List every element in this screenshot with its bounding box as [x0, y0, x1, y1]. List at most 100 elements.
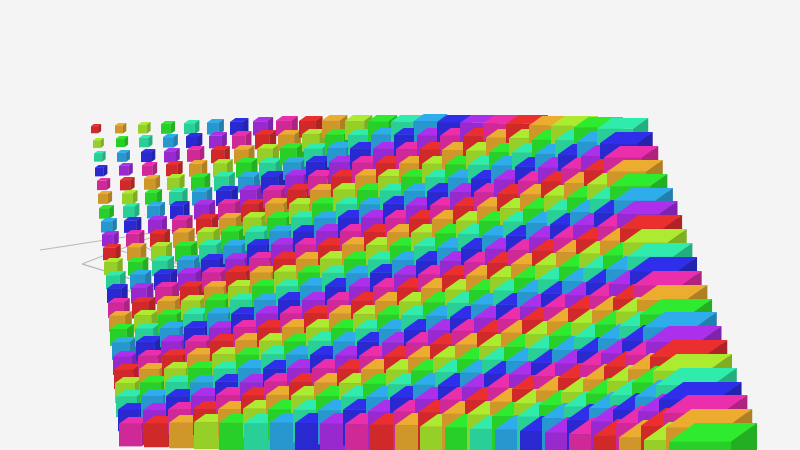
cube-face: [122, 123, 126, 134]
cube-face: [146, 205, 160, 219]
cube-face: [121, 189, 138, 194]
cube-face: [156, 295, 183, 301]
cube-face: [121, 193, 133, 205]
cube-face: [102, 151, 106, 162]
cube-marker: [101, 231, 119, 247]
cube-face: [117, 149, 131, 153]
cube-marker: [114, 123, 126, 134]
cube-face: [164, 147, 180, 151]
cube-face: [145, 188, 163, 193]
cube-face: [118, 166, 129, 176]
cube-face: [182, 308, 211, 315]
cube-face: [245, 131, 252, 150]
cube-face: [99, 204, 115, 208]
cube-face: [184, 321, 214, 328]
cube-marker: [210, 145, 230, 163]
cube-face: [669, 423, 758, 442]
cube-face: [100, 221, 112, 233]
cube-face: [127, 243, 147, 248]
cube-face: [173, 134, 178, 148]
cube-face: [665, 409, 752, 428]
cube-face: [162, 137, 174, 148]
cube-marker: [117, 149, 131, 162]
cube-face: [95, 164, 108, 168]
cube-face: [345, 114, 373, 121]
cube-face: [118, 163, 133, 167]
cube-face: [145, 192, 158, 205]
cube-face: [181, 294, 209, 301]
cube-face: [170, 120, 175, 134]
cube-face: [115, 377, 144, 384]
cube-face: [276, 116, 299, 121]
cube-face: [613, 187, 673, 200]
cube-marker: [94, 151, 106, 162]
cube-face: [153, 162, 158, 176]
cube-face: [128, 256, 149, 261]
cube-marker: [184, 119, 200, 134]
cube-face: [117, 257, 123, 275]
cube-face: [600, 131, 653, 144]
cube-face: [160, 120, 175, 124]
cube-face: [132, 189, 138, 205]
cube-face: [179, 281, 206, 287]
cube-face: [203, 280, 232, 287]
cube-face: [659, 381, 742, 399]
cube-marker: [118, 163, 133, 176]
cube-face: [167, 174, 185, 179]
cube-face: [207, 122, 220, 135]
cube-face: [96, 180, 107, 190]
cube-face: [94, 153, 103, 162]
cube-face: [101, 234, 114, 247]
cube-face: [596, 117, 649, 129]
cube-face: [214, 172, 236, 177]
cube-face: [162, 134, 178, 138]
cube-face: [95, 167, 105, 176]
cube-face: [243, 117, 249, 135]
cube-face: [219, 118, 225, 135]
cube-marker: [127, 243, 147, 261]
cube-face: [288, 197, 318, 204]
cube-face: [104, 257, 123, 262]
cube-face: [623, 229, 688, 243]
cube-marker: [137, 121, 151, 134]
cube-face: [136, 336, 164, 343]
cube-face: [414, 114, 448, 122]
cube-face: [226, 266, 255, 273]
cube-face: [151, 242, 173, 247]
cube-face: [117, 403, 149, 411]
cube-face: [146, 202, 165, 206]
cube-face: [299, 115, 323, 121]
cube-face: [244, 225, 273, 232]
cube-face: [149, 228, 170, 234]
cube-face: [157, 188, 163, 205]
cube-face: [368, 114, 398, 121]
cube-marker: [120, 176, 135, 190]
cube-face: [150, 148, 156, 162]
cube-face: [115, 244, 121, 261]
cube-face: [143, 175, 160, 179]
cube-marker: [160, 120, 175, 134]
cube-face: [268, 225, 298, 232]
cube-marker: [208, 132, 227, 149]
cube-face: [175, 147, 180, 162]
cube-face: [124, 220, 137, 233]
cube-face: [303, 142, 330, 149]
cube-face: [153, 268, 178, 274]
cube-marker: [100, 217, 117, 233]
cube-face: [94, 151, 106, 154]
cube-face: [123, 203, 140, 207]
cube-face: [112, 350, 139, 357]
cube-face: [656, 367, 737, 385]
cube-marker: [96, 177, 110, 190]
cube-face: [181, 187, 188, 205]
cube-face: [194, 422, 222, 450]
cube-face: [142, 162, 158, 166]
cube-face: [124, 136, 129, 148]
cube-face: [117, 152, 127, 162]
cube-face: [190, 173, 210, 178]
cube-marker: [92, 137, 104, 148]
cube-face: [148, 135, 153, 148]
cube-face: [129, 269, 152, 275]
cube-face: [195, 213, 219, 219]
cube-face: [120, 176, 135, 180]
